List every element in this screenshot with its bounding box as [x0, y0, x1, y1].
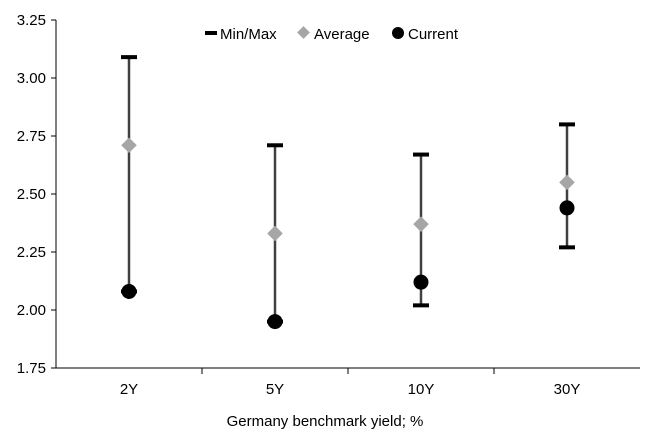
y-tick-label: 2.00 — [17, 302, 46, 319]
average-point — [559, 174, 575, 191]
legend-current-icon — [392, 27, 404, 39]
y-axis-ticks: 1.75 2.00 2.25 2.50 2.75 3.00 3.25 — [17, 12, 56, 377]
legend-average-label: Average — [314, 26, 370, 43]
current-point — [267, 314, 283, 330]
y-tick-label: 3.25 — [17, 12, 46, 29]
current-point — [559, 200, 575, 216]
y-tick-label: 2.75 — [17, 128, 46, 145]
data-marks — [121, 55, 575, 330]
y-tick-label: 2.50 — [17, 186, 46, 203]
y-tick-label: 1.75 — [17, 360, 46, 377]
average-point — [413, 216, 429, 232]
legend: Min/Max Average Current — [205, 26, 459, 43]
axes — [55, 20, 640, 369]
x-tick-label: 30Y — [554, 381, 581, 398]
current-point — [413, 274, 429, 290]
legend-current-label: Current — [408, 26, 459, 43]
x-tick-label: 5Y — [266, 381, 284, 398]
legend-average-icon — [297, 26, 310, 39]
x-tick-label: 2Y — [120, 381, 138, 398]
x-axis-title: Germany benchmark yield; % — [227, 413, 424, 429]
current-point — [121, 283, 137, 299]
y-tick-label: 3.00 — [17, 70, 46, 87]
x-axis-ticks: 2Y 5Y 10Y 30Y — [120, 368, 581, 398]
legend-minmax-label: Min/Max — [220, 26, 277, 43]
average-point — [121, 137, 137, 154]
average-point — [267, 225, 283, 242]
x-tick-label: 10Y — [408, 381, 435, 398]
y-tick-label: 2.25 — [17, 244, 46, 261]
